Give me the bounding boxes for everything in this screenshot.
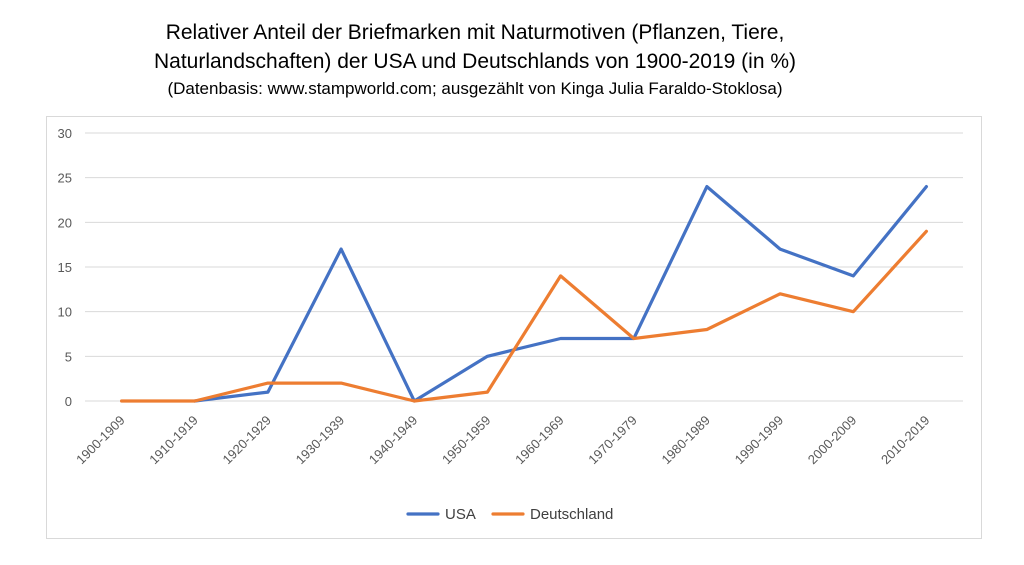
x-tick-label: 1980-1989 [658, 413, 713, 468]
chart-area [46, 116, 982, 539]
x-tick-label: 1940-1949 [366, 413, 421, 468]
x-tick-label: 1950-1959 [439, 413, 494, 468]
y-tick-label: 15 [58, 260, 72, 275]
chart-subtitle: (Datenbasis: www.stampworld.com; ausgezä… [167, 79, 783, 98]
x-tick-label: 1960-1969 [512, 413, 567, 468]
y-tick-label: 25 [58, 171, 72, 186]
x-tick-label: 1990-1999 [732, 413, 787, 468]
x-tick-label: 1910-1919 [146, 413, 201, 468]
series-lines [120, 185, 928, 403]
y-tick-label: 0 [65, 394, 72, 409]
chart-title-block: Relativer Anteil der Briefmarken mit Nat… [0, 18, 950, 101]
x-tick-label: 2000-2009 [805, 413, 860, 468]
y-axis-ticks: 0 5 10 15 20 25 30 [58, 126, 72, 409]
y-tick-label: 10 [58, 305, 72, 320]
y-tick-label: 5 [65, 349, 72, 364]
legend-label: USA [445, 506, 476, 523]
x-tick-label: 1930-1939 [293, 413, 348, 468]
y-tick-label: 30 [58, 126, 72, 141]
x-tick-label: 2010-2019 [878, 413, 933, 468]
x-tick-label: 1900-1909 [73, 413, 128, 468]
series-line-usa [193, 185, 928, 403]
legend: USA Deutschland [406, 506, 613, 523]
x-tick-label: 1920-1929 [219, 413, 274, 468]
legend-label: Deutschland [530, 506, 613, 523]
chart-title-line-2: Naturlandschaften) der USA und Deutschla… [153, 50, 797, 73]
y-tick-label: 20 [58, 215, 72, 230]
x-axis-ticks: 1900-1909 1910-1919 1920-1929 1930-1939 1940… [73, 413, 932, 468]
x-tick-label: 1970-1979 [585, 413, 640, 468]
chart-title-line-1: Relativer Anteil der Briefmarken mit Nat… [165, 21, 785, 44]
gridlines [85, 132, 963, 402]
series-line-deutschland [120, 229, 928, 403]
